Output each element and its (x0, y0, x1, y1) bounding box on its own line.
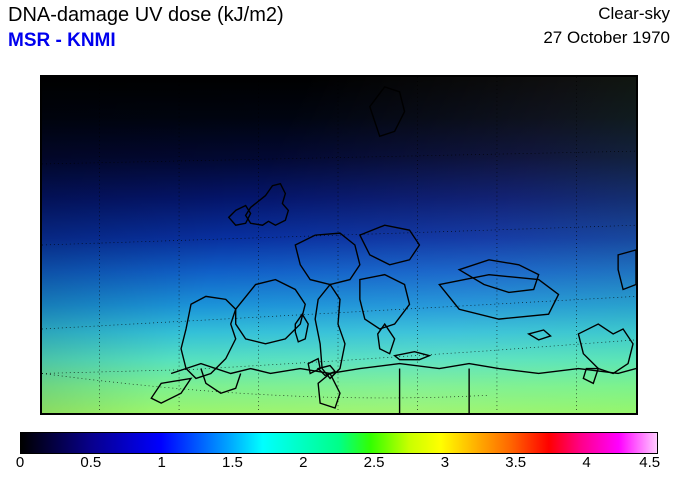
source-label: MSR - KNMI (8, 30, 116, 52)
sky-condition-label: Clear-sky (598, 4, 670, 24)
date-label: 27 October 1970 (543, 28, 670, 48)
colorbar-gradient (20, 432, 658, 454)
main-title: DNA-damage UV dose (kJ/m2) (8, 4, 284, 27)
uv-dose-map[interactable]: -30 -20 -10 0 10 20 30 40 -20 -10 0 10 2… (40, 75, 638, 415)
right-axis-labels: 50 40 30 (42, 77, 636, 413)
colorbar-section[interactable]: 0 0.5 1 1.5 2 2.5 3 3.5 4 4.5 (20, 432, 658, 462)
header-section: DNA-damage UV dose (kJ/m2) MSR - KNMI Cl… (8, 4, 670, 54)
